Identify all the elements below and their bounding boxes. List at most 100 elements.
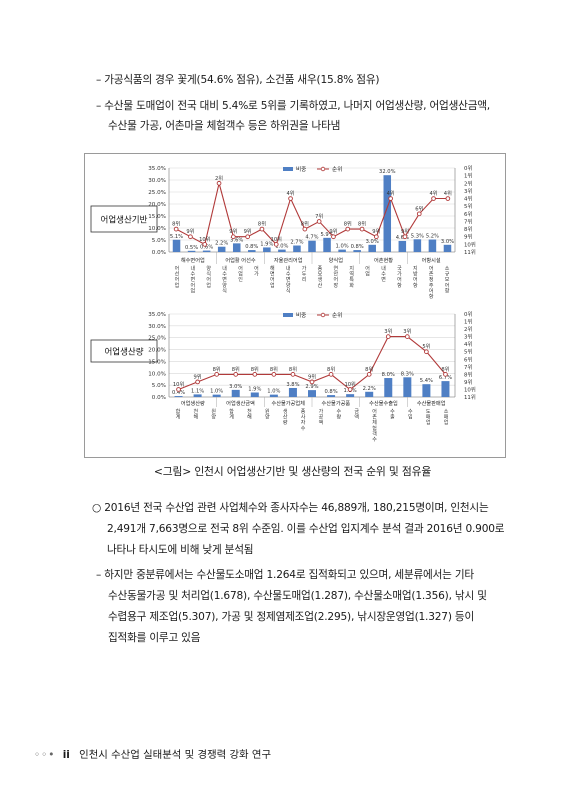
rank-value-label: 9위 (194, 372, 202, 380)
bar-value-label: 1.0% (336, 244, 349, 250)
group-label: 어업생산량 (181, 399, 205, 407)
panel-label-box (90, 205, 158, 233)
rank-axis-label: 9위 (464, 233, 472, 241)
y-tick-label: 5.0% (152, 383, 166, 389)
group-label: 어업생산금액 (226, 399, 255, 407)
paragraph-text: 나타나 타시도에 비해 낮게 분석됨 (107, 544, 254, 556)
bar (422, 384, 431, 397)
bar-value-label: 0.8% (351, 244, 364, 250)
bar (187, 250, 196, 252)
rank-axis-label: 4위 (464, 340, 472, 348)
rank-marker (173, 226, 179, 232)
figure-caption: <그림> 인천시 어업생산기반 및 생산량의 전국 순위 및 점유율 (153, 465, 432, 478)
y-tick-label: 35.0% (148, 312, 166, 318)
bar (308, 390, 316, 397)
rank-value-label: 9위 (372, 227, 380, 235)
rank-marker (309, 379, 315, 385)
bar-value-label: 5.3% (411, 233, 424, 239)
rank-value-label: 9위 (229, 227, 237, 235)
paragraph-text: 2,491개 7,663명으로 전국 8위 수준임. 이를 수산업 입지계수 분… (107, 523, 505, 535)
bar (383, 175, 392, 252)
rank-value-label: 6위 (415, 204, 423, 212)
group-label: 어항시설 (422, 256, 441, 264)
legend-line-label: 순위 (332, 311, 342, 319)
bar-value-label: 2.7% (290, 240, 303, 246)
bar (250, 392, 259, 397)
bar-value-label: 2.2% (363, 386, 376, 392)
rank-marker (374, 234, 379, 240)
y-tick-label: 5.0% (152, 238, 166, 244)
rank-marker (416, 211, 422, 217)
y-tick-label: 10.0% (148, 226, 166, 232)
bar (428, 239, 437, 252)
bar-value-label: 32.0% (379, 169, 396, 175)
rank-marker (195, 379, 200, 385)
bar-value-label: 1.0% (267, 389, 280, 395)
rank-value-label: 8위 (344, 220, 352, 228)
rank-value-label: 9위 (329, 227, 337, 235)
rank-value-label: 3위 (384, 327, 392, 335)
rank-axis-label: 7위 (464, 217, 472, 225)
rank-marker (259, 226, 265, 232)
bar (232, 243, 241, 252)
y-tick-label: 20.0% (148, 202, 166, 208)
bar-value-label: 3.0% (229, 384, 242, 390)
rank-axis-label: 0위 (464, 310, 472, 318)
panel-label: 어업생산량 (104, 347, 143, 358)
legend-bar-swatch (283, 313, 293, 317)
bar-value-label: 8.3% (401, 371, 414, 377)
rank-value-label: 7위 (315, 212, 323, 220)
rank-marker (252, 372, 258, 377)
rank-value-label: 8위 (172, 220, 180, 228)
rank-value-label: 8위 (358, 220, 366, 228)
rank-axis-label: 8위 (464, 225, 472, 233)
bullet-text: – 수산물 도매업이 전국 대비 5.4%로 5위를 기록하였고, 나머지 어업… (96, 100, 490, 112)
bar (441, 381, 450, 397)
group-label: 수산물판매업 (417, 399, 446, 407)
rank-axis-label: 10위 (464, 240, 476, 248)
rank-marker (233, 372, 239, 377)
rank-marker (345, 226, 351, 232)
bar (263, 247, 271, 252)
bar (308, 240, 316, 252)
legend-bar-label: 비중 (296, 311, 306, 319)
bar (231, 389, 240, 397)
rank-axis-label: 5위 (464, 202, 472, 210)
rank-value-label: 9위 (244, 227, 252, 235)
rank-axis-label: 11위 (464, 393, 476, 401)
rank-value-label: 3위 (403, 327, 411, 335)
bar (403, 377, 412, 397)
legend-bar-swatch (283, 167, 293, 171)
rank-axis-label: 8위 (464, 370, 472, 378)
bar (338, 249, 346, 252)
rank-axis-label: 9위 (464, 378, 472, 386)
rank-axis-label: 10위 (464, 385, 476, 393)
rank-marker (302, 226, 308, 232)
bar (269, 394, 278, 397)
rank-marker (273, 242, 279, 247)
rank-marker (231, 234, 236, 240)
bar (193, 394, 202, 397)
footer-title: 인천시 수산업 실태분석 및 경쟁력 강화 연구 (79, 749, 272, 761)
group-label: 수산물가공품 (322, 399, 351, 407)
bar (384, 378, 393, 397)
y-tick-label: 20.0% (148, 348, 166, 354)
bar-value-label: 1.9% (248, 386, 261, 392)
panel-label-box (90, 339, 158, 363)
group-label: 수산물가공업체 (271, 399, 305, 407)
rank-marker (404, 334, 410, 339)
rank-value-label: 10위 (344, 380, 356, 388)
rank-value-label: 10위 (271, 235, 283, 243)
